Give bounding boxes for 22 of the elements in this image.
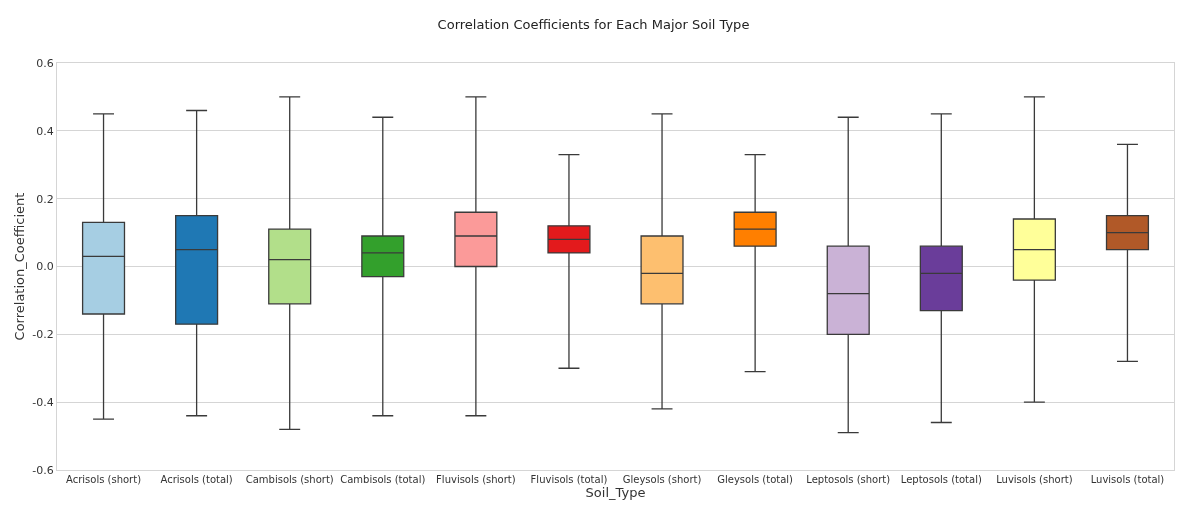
x-tick-label: Leptosols (short) — [806, 474, 891, 485]
x-axis-title: Soil_Type — [585, 485, 646, 500]
x-tick-label: Luvisols (total) — [1090, 474, 1165, 485]
x-tick-label: Cambisols (total) — [340, 474, 426, 485]
x-tick-label: Fluvisols (total) — [530, 474, 608, 485]
x-tick-label: Cambisols (short) — [245, 474, 334, 485]
x-tick-label: Acrisols (short) — [66, 474, 142, 485]
y-tick-label: -0.4 — [32, 396, 54, 410]
x-tick-label: Fluvisols (short) — [436, 474, 516, 485]
x-tick-label: Luvisols (short) — [996, 474, 1073, 485]
y-tick-label: -0.6 — [32, 463, 54, 477]
x-tick-label: Leptosols (total) — [900, 474, 982, 485]
y-tick-label: -0.2 — [32, 328, 54, 342]
chart-title: Correlation Coefficients for Each Major Soil Type — [437, 17, 750, 33]
x-tick-label: Gleysols (short) — [622, 474, 702, 485]
y-tick-label: 0.2 — [36, 192, 54, 206]
y-tick-label: 0.4 — [36, 124, 54, 138]
x-tick-label: Acrisols (total) — [160, 474, 233, 485]
y-tick-label: 0.0 — [36, 260, 54, 274]
y-tick-label: 0.6 — [36, 56, 54, 70]
y-axis-title: Correlation_Coefficient — [12, 192, 28, 341]
x-tick-label: Gleysols (total) — [717, 474, 794, 485]
